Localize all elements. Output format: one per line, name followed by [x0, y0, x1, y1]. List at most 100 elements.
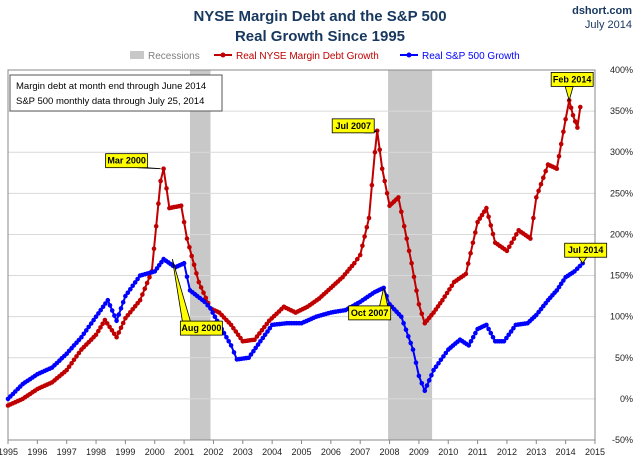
data-point-margin-debt	[366, 215, 372, 221]
data-point-sp500	[103, 301, 108, 306]
data-point-margin-debt	[404, 236, 410, 241]
data-point-margin-debt	[444, 290, 450, 296]
y-tick-label: 200%	[610, 229, 633, 239]
data-point-margin-debt	[568, 105, 574, 111]
data-point-margin-debt	[416, 302, 422, 307]
source-label: dshort.com	[572, 5, 632, 17]
data-point-sp500	[125, 290, 131, 296]
data-point-sp500	[433, 364, 439, 370]
y-tick-label: 100%	[610, 312, 633, 322]
data-point-margin-debt	[357, 252, 363, 258]
callout-label: Aug 2000	[181, 323, 221, 333]
data-point-sp500	[226, 339, 231, 344]
y-tick-label: 400%	[610, 65, 633, 75]
plot-area	[7, 69, 596, 441]
data-point-margin-debt	[355, 256, 360, 262]
data-point-margin-debt	[479, 212, 485, 218]
data-point-margin-debt	[543, 168, 548, 174]
x-axis-ticks: 1995 1996 1997 1998 1999 2000 2001 2002 2003 2004…	[0, 440, 605, 457]
series-line-margin-debt	[7, 100, 582, 407]
data-point-sp500	[246, 355, 251, 361]
data-point-sp500	[408, 340, 414, 346]
data-point-sp500	[438, 357, 444, 363]
data-point-sp500	[130, 283, 135, 289]
data-point-sp500	[116, 312, 122, 317]
data-point-margin-debt	[470, 240, 476, 246]
x-tick-label: 2014	[556, 447, 576, 457]
data-point-margin-debt	[64, 367, 69, 373]
data-point-sp500	[443, 350, 449, 356]
notes-box-frame	[9, 74, 223, 112]
legend-marker-sp500	[406, 52, 412, 58]
data-point-margin-debt	[144, 280, 150, 286]
note-sp500: S&P 500 monthly data through July 25, 20…	[16, 96, 204, 107]
data-point-sp500	[248, 352, 254, 357]
data-point-margin-debt	[66, 364, 72, 370]
chart-subtitle: Real Growth Since 1995	[235, 28, 405, 45]
y-tick-label: 250%	[610, 188, 633, 198]
data-point-margin-debt	[411, 274, 417, 280]
data-point-sp500	[251, 348, 256, 354]
data-point-margin-debt	[409, 260, 414, 266]
data-point-margin-debt	[74, 354, 79, 359]
data-point-margin-debt	[504, 248, 510, 254]
data-point-sp500	[100, 304, 106, 310]
data-point-margin-debt	[419, 311, 425, 317]
data-point-margin-debt	[578, 104, 583, 110]
data-point-margin-debt	[164, 186, 169, 191]
notes-box: Margin debt at month end through June 20…	[9, 74, 223, 112]
data-point-margin-debt	[93, 332, 99, 338]
y-tick-label: -50%	[612, 435, 633, 445]
data-point-margin-debt	[153, 223, 159, 229]
data-point-margin-debt	[563, 117, 568, 122]
data-point-margin-debt	[178, 203, 184, 208]
data-point-sp500	[84, 328, 89, 333]
x-tick-label: 2011	[468, 447, 487, 457]
callout-label: Oct 2007	[351, 308, 389, 318]
data-point-margin-debt	[440, 297, 445, 303]
data-point-margin-debt	[158, 178, 163, 184]
data-point-sp500	[429, 373, 434, 378]
data-point-margin-debt	[528, 236, 533, 241]
callout-pointer	[577, 256, 588, 264]
data-point-margin-debt	[104, 321, 110, 326]
data-point-sp500	[486, 326, 491, 332]
data-point-margin-debt	[184, 236, 190, 241]
data-point-sp500	[431, 367, 436, 373]
callout-label: Feb 2014	[553, 74, 592, 84]
legend-label-sp500: Real S&P 500 Growth	[422, 51, 520, 62]
data-point-margin-debt	[360, 243, 365, 249]
callout-box	[564, 242, 608, 258]
data-series	[5, 98, 585, 408]
data-point-sp500	[436, 361, 441, 366]
callout-box	[348, 305, 392, 321]
y-tick-label: 350%	[610, 106, 633, 116]
data-point-sp500	[120, 300, 126, 305]
data-point-margin-debt	[76, 350, 82, 356]
data-point-sp500	[265, 329, 270, 334]
data-point-margin-debt	[399, 209, 404, 215]
data-point-margin-debt	[259, 327, 265, 333]
data-point-margin-debt	[201, 290, 206, 296]
data-point-sp500	[556, 284, 562, 290]
data-point-sp500	[86, 324, 91, 330]
data-point-margin-debt	[147, 274, 152, 280]
data-point-sp500	[267, 325, 273, 331]
data-point-margin-debt	[142, 286, 148, 292]
callout-label: Jul 2007	[335, 121, 371, 131]
data-point-margin-debt	[107, 324, 112, 330]
x-tick-label: 1998	[86, 447, 106, 457]
x-tick-label: 1996	[27, 447, 47, 457]
data-point-margin-debt	[531, 215, 536, 221]
data-point-margin-debt	[558, 141, 564, 147]
data-point-margin-debt	[254, 334, 260, 339]
data-point-margin-debt	[463, 271, 469, 277]
data-point-margin-debt	[554, 166, 560, 171]
data-point-margin-debt	[151, 246, 157, 252]
data-point-margin-debt	[475, 219, 480, 225]
data-point-margin-debt	[477, 216, 483, 221]
data-point-margin-debt	[233, 329, 239, 334]
x-tick-label: 2005	[291, 447, 311, 457]
data-point-sp500	[406, 334, 411, 339]
data-point-sp500	[419, 381, 425, 386]
